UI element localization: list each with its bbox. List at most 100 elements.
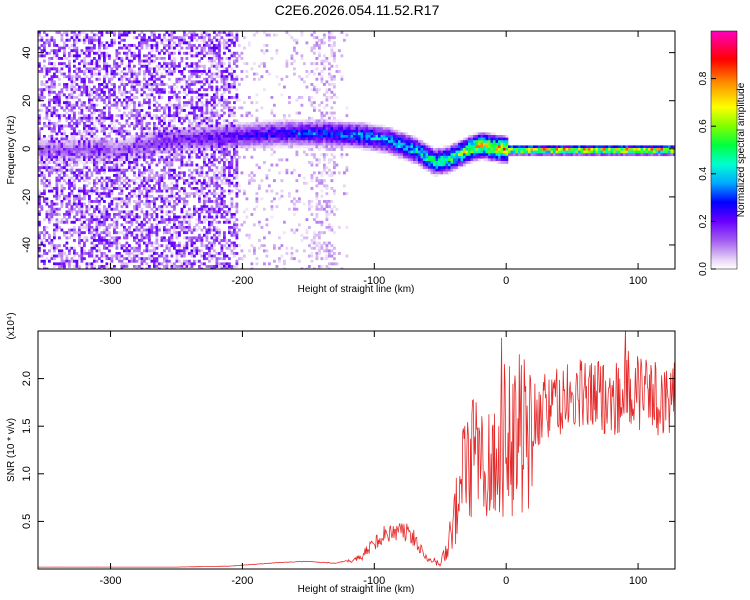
spectrogram-cell [50, 129, 54, 133]
spectrogram-cell [235, 168, 239, 172]
spectrogram-cell [43, 163, 46, 167]
spectrogram-cell [73, 155, 76, 159]
spectrogram-cell [268, 231, 271, 235]
spectrogram-cell [218, 98, 221, 102]
spectrogram-cell [293, 142, 296, 146]
spectrogram-cell [98, 59, 101, 63]
spectrogram-cell [100, 142, 104, 146]
spectrogram-cell [200, 122, 204, 125]
spectrogram-cell [205, 98, 209, 102]
spectrogram-cell [218, 31, 221, 34]
spectrogram-cell [140, 88, 144, 92]
spectrogram-cell [73, 228, 76, 232]
spectrogram-cell [150, 72, 154, 76]
spectrogram-cell [158, 62, 161, 66]
spectrogram-cell [203, 64, 206, 68]
spectrogram-cell [210, 59, 214, 63]
spectrogram-cell [235, 205, 239, 209]
spectrogram-cell [190, 31, 194, 34]
spectrogram-cell [70, 88, 74, 92]
spectrogram-cell [218, 228, 221, 232]
spectrogram-cell [213, 49, 216, 53]
spectrogram-cell [88, 202, 91, 206]
spectrogram-cell [208, 119, 211, 123]
spectrogram-cell [210, 254, 214, 258]
spectrogram-cell [90, 46, 94, 50]
spectrogram-cell [95, 98, 99, 102]
spectrogram-cell [90, 189, 94, 193]
spectrogram-cell [205, 155, 209, 159]
spectrogram-cell [178, 197, 181, 201]
spectrogram-cell [268, 132, 271, 136]
spectrogram-cell [173, 262, 176, 266]
spectrogram-cell [153, 132, 156, 136]
spectrogram-cell [83, 197, 86, 201]
spectrogram-cell [223, 70, 226, 73]
spectrogram-cell [70, 140, 74, 144]
spectrogram-cell [173, 176, 176, 180]
spectrogram-cell [65, 145, 69, 149]
spectrogram-cell [103, 57, 106, 60]
spectrogram-cell [85, 155, 89, 159]
spectrogram-cell [213, 241, 216, 245]
spectrogram-cell [113, 155, 116, 159]
spectrogram-cell [255, 116, 259, 120]
spectrogram-cell [173, 244, 176, 248]
spectrogram-cell [125, 90, 129, 94]
spectrogram-cell [70, 207, 74, 211]
spectrogram-cell [145, 96, 149, 99]
spectrogram-cell [135, 124, 139, 128]
spectrogram-cell [95, 96, 99, 99]
spectrogram-cell [203, 194, 206, 198]
spectrogram-cell [198, 145, 201, 149]
spectrogram-cell [60, 150, 64, 154]
spectrogram-cell [85, 218, 89, 222]
spectrogram-cell [105, 46, 109, 50]
spectrogram-cell [85, 49, 89, 53]
spectrogram-cell [85, 205, 89, 209]
spectrogram-cell [90, 236, 94, 240]
spectrogram-cell [145, 150, 149, 154]
spectrogram-cell [235, 132, 239, 136]
spectrogram-cell [220, 192, 224, 196]
spectrogram-cell [58, 150, 61, 154]
spectrogram-cell [135, 142, 139, 146]
spectrogram-cell [138, 265, 141, 268]
spectrogram-cell [53, 140, 56, 144]
spectrogram-cell [228, 210, 231, 214]
spectrogram-cell [230, 265, 234, 268]
spectrogram-cell [55, 51, 59, 55]
spectrogram-cell [178, 174, 181, 177]
spectrogram-cell [105, 239, 109, 242]
spectrogram-cell [170, 145, 174, 149]
spectrogram-cell [170, 197, 174, 201]
spectrogram-cell [165, 44, 169, 47]
spectrogram-cell [180, 135, 184, 138]
spectrogram-cell [48, 241, 51, 245]
spectrogram-cell [278, 127, 281, 131]
spectrogram-cell [255, 132, 259, 136]
spectrogram-cell [270, 109, 274, 112]
spectrogram-cell [153, 124, 156, 128]
spectrogram-cell [173, 241, 176, 245]
spectrogram-cell [203, 163, 206, 167]
spectrogram-cell [145, 122, 149, 125]
spectrogram-cell [108, 226, 111, 229]
spectrogram-cell [185, 265, 189, 268]
spectrogram-cell [240, 171, 244, 175]
spectrogram-cell [113, 187, 116, 190]
spectrogram-cell [170, 233, 174, 237]
spectrogram-cell [63, 197, 66, 201]
spectrogram-cell [190, 145, 194, 149]
spectrogram-cell [280, 244, 284, 248]
spectrogram-cell [233, 233, 236, 237]
spectrogram-cell [268, 72, 271, 76]
spectrogram-cell [83, 189, 86, 193]
spectrogram-cell [275, 119, 279, 123]
spectrogram-cell [183, 171, 186, 175]
spectrogram-cell [228, 192, 231, 196]
spectrogram-cell [45, 116, 49, 120]
spectrogram-cell [103, 137, 106, 141]
spectrogram-cell [190, 239, 194, 242]
spectrogram-cell [83, 127, 86, 131]
